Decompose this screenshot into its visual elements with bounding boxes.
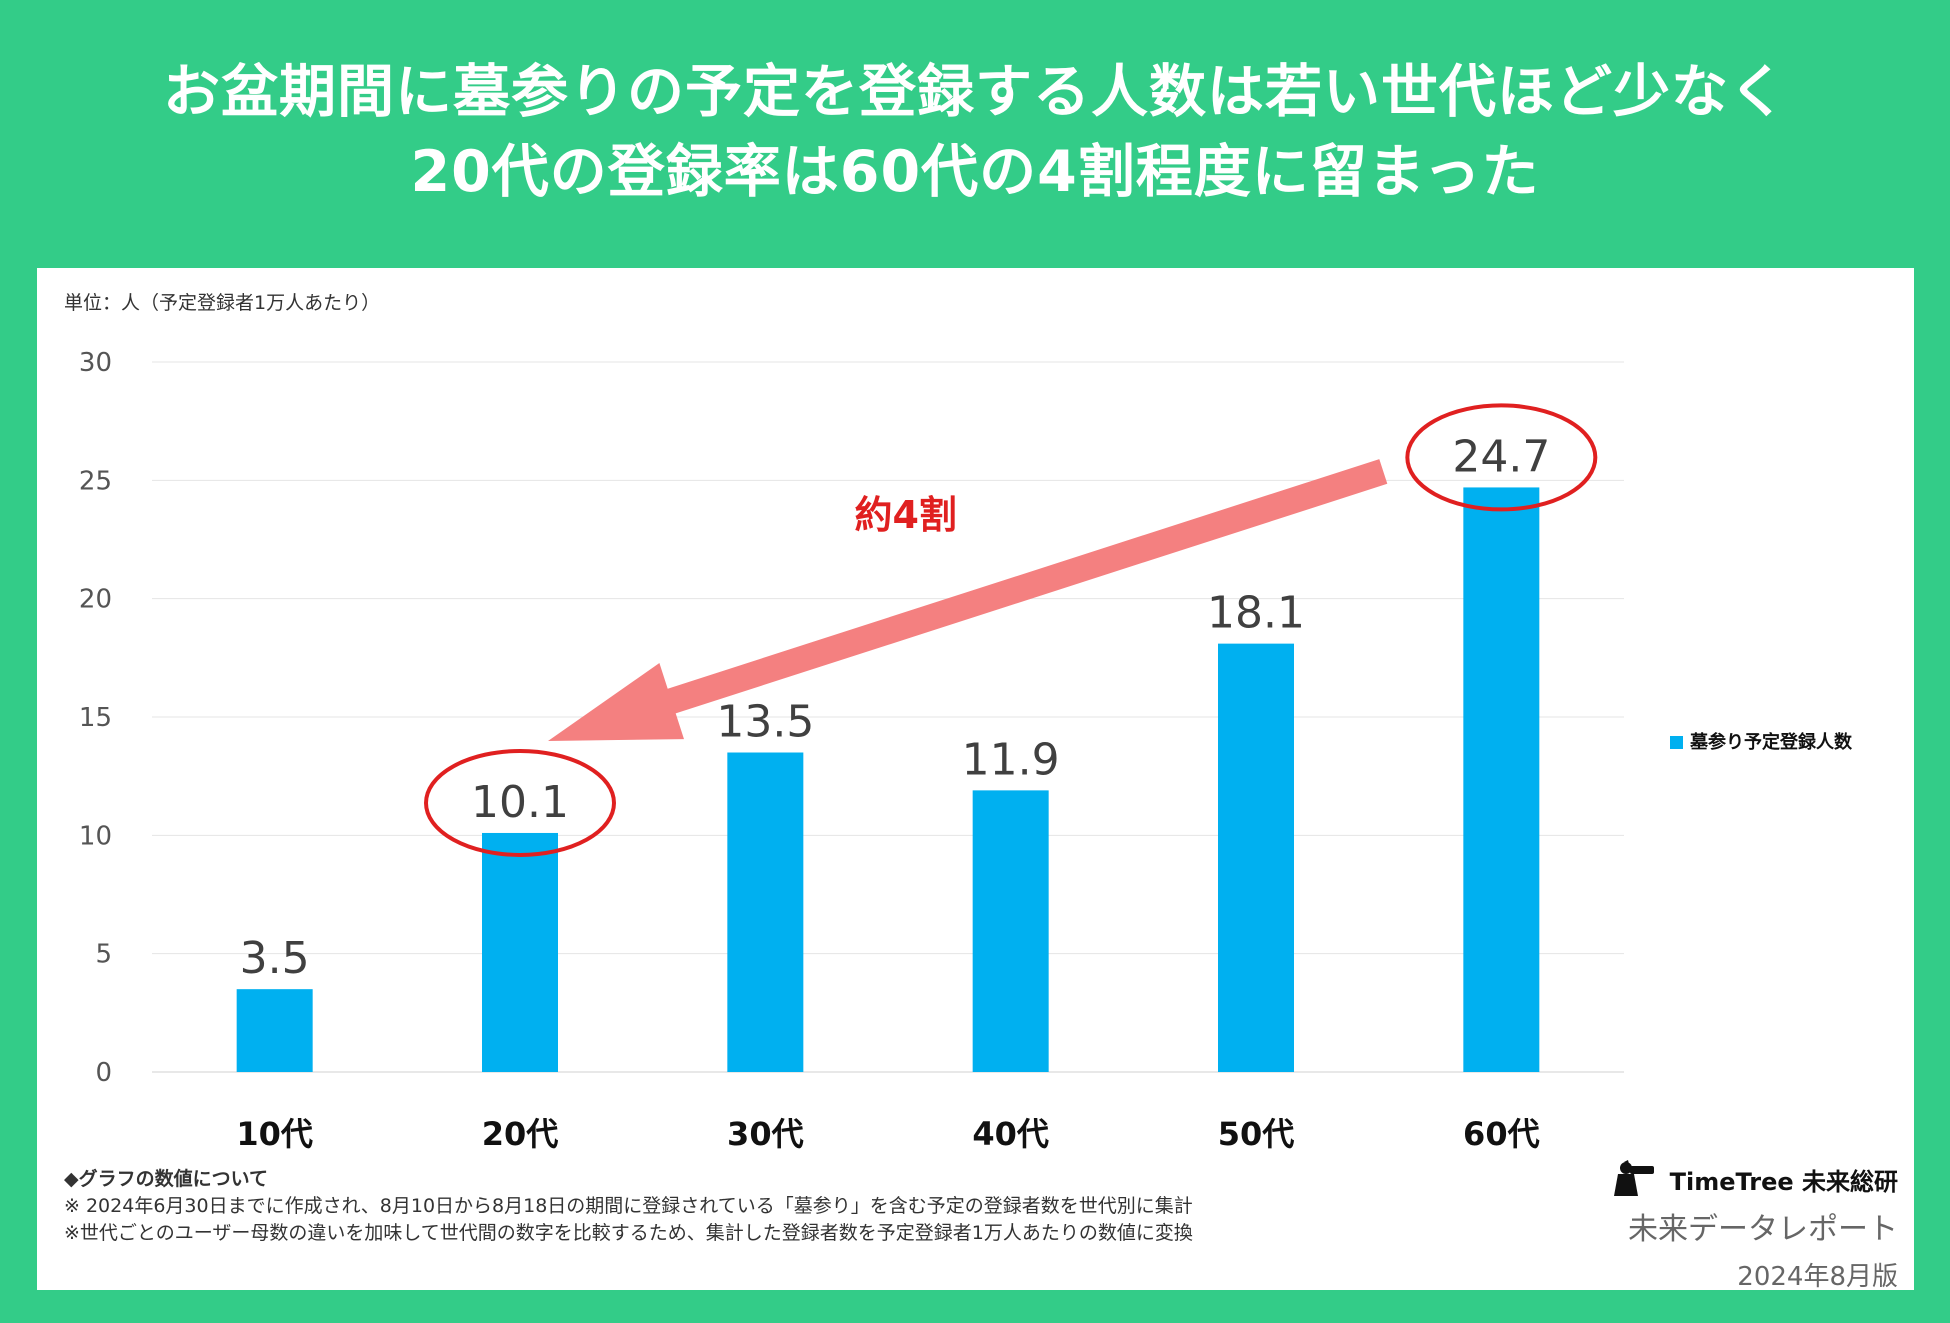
x-tick-label: 10代 — [236, 1115, 313, 1153]
bar — [236, 989, 313, 1072]
bar — [482, 832, 558, 1072]
x-tick-label: 30代 — [727, 1115, 804, 1153]
headline: お盆期間に墓参りの予定を登録する人数は若い世代ほど少なく 20代の登録率は60代… — [0, 52, 1950, 212]
title-line-1: お盆期間に墓参りの予定を登録する人数は若い世代ほど少なく — [163, 59, 1787, 125]
brand-block: TimeTree 未来総研 未来データレポート 2024年8月版 — [1612, 1160, 1898, 1293]
y-tick-label: 30 — [79, 348, 112, 378]
data-label: 10.1 — [471, 777, 569, 828]
arrow-label: 約4割 — [854, 493, 956, 537]
report-name: 未来データレポート — [1628, 1212, 1898, 1247]
notes-line-1: ※ 2024年6月30日までに作成され、8月10日から8月18日の期間に登録され… — [64, 1195, 1193, 1217]
x-tick-label: 60代 — [1463, 1115, 1540, 1153]
notes: ◆グラフの数値について ※ 2024年6月30日までに作成され、8月10日から8… — [64, 1166, 1193, 1247]
data-label: 11.9 — [962, 734, 1060, 785]
unit-label: 単位：人（予定登録者1万人あたり） — [64, 292, 381, 314]
y-tick-label: 15 — [79, 703, 112, 733]
highlight-circle — [1405, 403, 1598, 512]
y-tick-label: 20 — [79, 585, 112, 615]
bar — [1218, 643, 1294, 1072]
chart-panel — [37, 268, 1914, 1290]
brand-logo-text: TimeTree 未来総研 — [1669, 1167, 1898, 1196]
report-edition: 2024年8月版 — [1737, 1262, 1898, 1292]
birdwatcher-icon — [1613, 1160, 1654, 1196]
y-tick-label: 25 — [79, 466, 112, 496]
notes-line-2: ※世代ごとのユーザー母数の違いを加味して世代間の数字を比較するため、集計した登録… — [64, 1222, 1193, 1244]
legend-swatch — [1670, 736, 1683, 749]
bar — [1463, 487, 1540, 1072]
legend-label: 墓参り予定登録人数 — [1689, 731, 1853, 753]
data-label: 3.5 — [240, 933, 310, 984]
x-tick-label: 20代 — [482, 1115, 559, 1153]
title-line-2: 20代の登録率は60代の4割程度に留まった — [410, 139, 1540, 205]
highlight-circle — [424, 748, 616, 857]
data-label: 18.1 — [1207, 588, 1305, 639]
data-label: 13.5 — [716, 697, 814, 748]
bar — [727, 752, 804, 1072]
bar — [972, 790, 1049, 1072]
x-tick-label: 40代 — [972, 1115, 1049, 1153]
comparison-arrow — [548, 459, 1388, 741]
data-label: 24.7 — [1452, 431, 1550, 482]
notes-heading: ◆グラフの数値について — [64, 1168, 269, 1190]
y-tick-label: 0 — [95, 1058, 112, 1088]
y-tick-label: 5 — [95, 940, 112, 970]
x-tick-label: 50代 — [1218, 1115, 1295, 1153]
y-tick-label: 10 — [79, 821, 112, 851]
brand-logo: TimeTree 未来総研 — [1612, 1160, 1898, 1198]
